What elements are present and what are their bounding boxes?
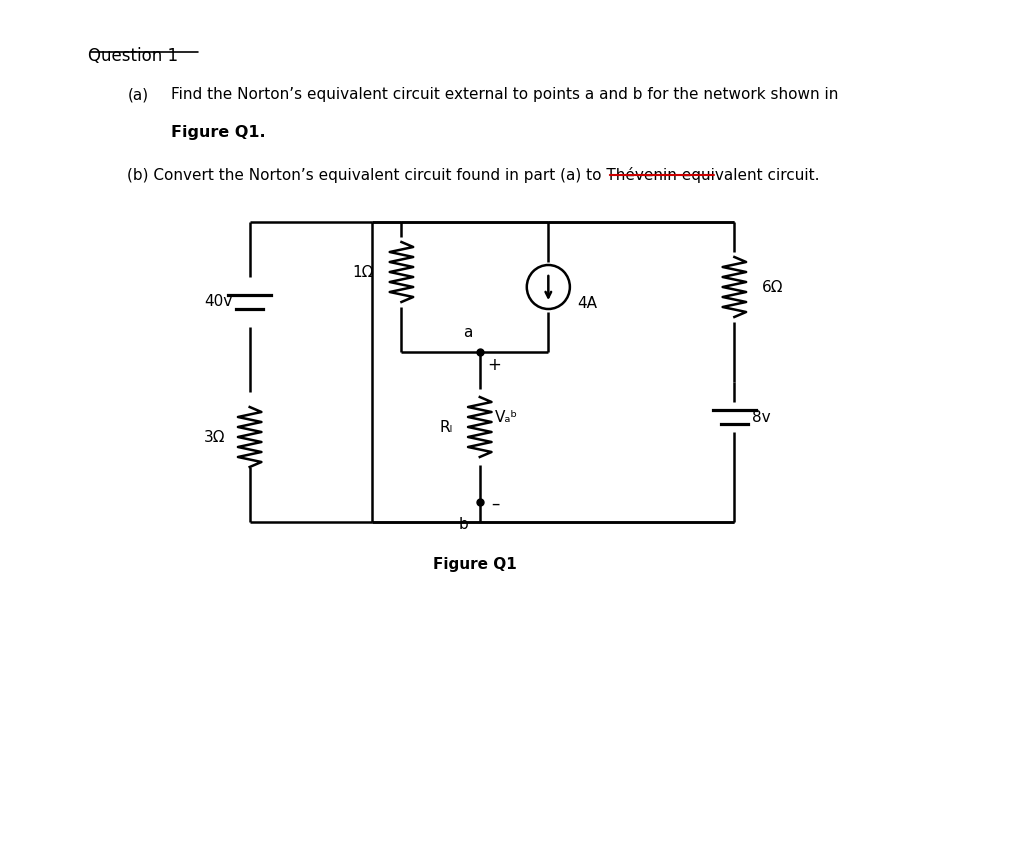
Text: (a): (a) [127, 87, 148, 102]
Text: –: – [491, 495, 499, 513]
Text: Rₗ: Rₗ [439, 419, 452, 434]
Text: 1Ω: 1Ω [353, 264, 374, 280]
Text: b: b [458, 517, 468, 532]
Text: Figure Q1: Figure Q1 [433, 557, 517, 572]
Text: a: a [463, 325, 473, 340]
Text: Figure Q1.: Figure Q1. [172, 125, 266, 140]
Text: 4A: 4A [578, 296, 597, 312]
Text: +: + [487, 356, 501, 374]
Text: Vₐᵇ: Vₐᵇ [494, 409, 518, 424]
Text: Question 1: Question 1 [88, 47, 179, 65]
Text: 8v: 8v [752, 409, 771, 424]
Text: 3Ω: 3Ω [204, 429, 225, 445]
Text: (b) Convert the Norton’s equivalent circuit found in part (a) to Thévenin equiva: (b) Convert the Norton’s equivalent circ… [127, 167, 819, 183]
Text: 6Ω: 6Ω [762, 280, 783, 295]
Text: Find the Norton’s equivalent circuit external to points a and b for the network : Find the Norton’s equivalent circuit ext… [172, 87, 838, 102]
Text: 40v: 40v [204, 295, 232, 310]
